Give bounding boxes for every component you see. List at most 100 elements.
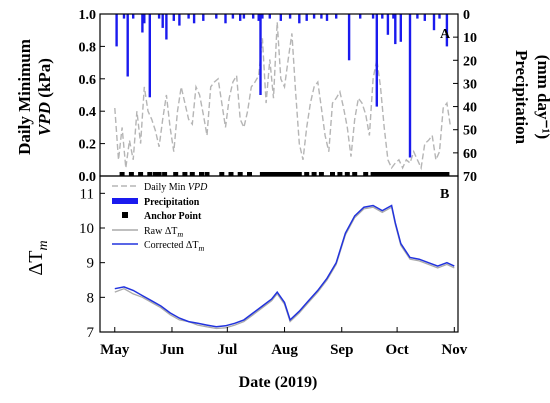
precip-bar <box>445 14 449 47</box>
panel-letter-a: A <box>440 27 451 42</box>
precip-bar <box>438 14 441 19</box>
y-tick-label-b: 8 <box>87 290 95 306</box>
vpd-line <box>114 22 452 171</box>
anchor-point <box>138 172 144 176</box>
anchor-point <box>293 172 299 176</box>
y-tick-label-b: 11 <box>80 186 94 202</box>
anchor-point <box>162 172 168 176</box>
precip-bar <box>126 14 129 77</box>
legend-label-corrected: Corrected ΔTm <box>144 240 204 253</box>
precip-bar <box>261 14 264 19</box>
x-tick-label: May <box>100 342 130 358</box>
anchor-point <box>228 172 234 176</box>
anchor-point <box>337 172 343 176</box>
anchor-point <box>444 172 450 176</box>
anchor-point <box>128 172 134 176</box>
precip-bar <box>178 14 181 26</box>
anchor-point <box>414 172 420 176</box>
anchor-point <box>199 172 204 176</box>
anchor-point <box>247 172 252 176</box>
legend-swatch-precip <box>112 198 138 204</box>
precip-bar <box>215 14 218 19</box>
y2-tick-label-a: 60 <box>463 147 477 162</box>
precip-bar <box>122 14 126 19</box>
anchor-point <box>204 172 210 176</box>
anchor-point <box>274 172 280 176</box>
y-tick-label-a: 0.4 <box>79 105 97 120</box>
precip-bar <box>161 14 164 28</box>
anchor-point <box>289 172 295 176</box>
anchor-point <box>403 172 409 176</box>
legend-label-raw: Raw ΔTm <box>144 226 183 239</box>
precip-bar <box>347 14 351 61</box>
precip-bar <box>305 14 308 21</box>
y-label-a-line2: VPD (kPa) <box>35 58 54 136</box>
legend-label-precip: Precipitation <box>144 197 200 208</box>
y-label-b: ΔTm <box>25 240 51 275</box>
plot-frame-a <box>99 13 459 177</box>
anchor-point <box>156 172 162 176</box>
precip-bar <box>325 14 329 21</box>
precip-bar <box>172 14 175 21</box>
legend-label-corrected-sub: m <box>198 244 204 253</box>
panel-letter-b: B <box>440 187 449 202</box>
anchor-point <box>344 172 350 176</box>
precip-bar <box>192 14 196 24</box>
anchor-point <box>147 172 153 176</box>
anchor-point <box>422 172 428 176</box>
precip-bar <box>242 14 246 19</box>
precip-bar <box>399 14 402 42</box>
axis-labels: Daily Minimum VPD (kPa) Precipitation (m… <box>15 39 550 391</box>
anchor-point <box>440 172 446 176</box>
precip-bar <box>416 14 419 19</box>
anchor-point <box>400 172 406 176</box>
anchor-point <box>237 172 243 176</box>
anchor-point <box>370 172 376 176</box>
precip-bar <box>386 14 390 35</box>
y2-label-a-line2: (mm day⁻¹) <box>534 55 550 139</box>
plot-frame-b <box>99 175 459 333</box>
precip-bar <box>394 14 397 45</box>
legend-label-raw-sub: m <box>177 230 183 239</box>
anchor-point <box>392 172 398 176</box>
legend: Daily Min VPD Precipitation Anchor Point Ra… <box>112 182 208 253</box>
y-tick-label-a: 0.0 <box>79 170 97 185</box>
precip-bar <box>298 14 301 24</box>
anchor-point <box>119 172 125 176</box>
anchor-point <box>282 172 287 176</box>
corrected-dtm-line <box>114 204 455 328</box>
anchor-point <box>381 172 387 176</box>
anchor-point <box>396 172 402 176</box>
precip-bar <box>375 14 378 107</box>
y2-tick-label-a: 30 <box>463 77 477 92</box>
precip-bar <box>239 14 242 21</box>
precip-bar <box>381 14 384 19</box>
x-label: Date (2019) <box>239 374 318 391</box>
y-label-a-line1: Daily Minimum <box>15 39 34 155</box>
y-tick-label-a: 1.0 <box>79 8 97 23</box>
panel-b: 7 8 9 10 11 May Jun Jul Aug Sep Oct Nov B Daily Min V… <box>79 175 468 358</box>
y-tick-label-b: 10 <box>79 221 94 237</box>
anchor-point <box>278 172 284 176</box>
anchor-point <box>296 172 302 176</box>
y2-tick-label-a: 20 <box>463 54 477 69</box>
anchor-point <box>285 172 291 176</box>
anchor-point <box>433 172 439 176</box>
anchor-point <box>267 172 273 176</box>
anchor-point <box>318 172 324 176</box>
y-tick-label-a: 0.8 <box>79 40 97 55</box>
anchor-point <box>352 172 358 176</box>
y2-label-a-line1: Precipitation <box>512 50 531 145</box>
legend-swatch-anchor <box>122 212 128 218</box>
anchor-point <box>418 172 424 176</box>
anchor-point <box>219 172 225 176</box>
anchor-point <box>182 172 188 176</box>
precip-bar <box>231 14 235 19</box>
anchor-point <box>378 172 383 176</box>
legend-label-raw-text: Raw ΔT <box>144 226 177 237</box>
x-tick-label: Aug <box>271 342 298 358</box>
precip-bar <box>335 14 338 19</box>
precip-bar <box>257 14 260 21</box>
precip-bar <box>157 14 161 19</box>
